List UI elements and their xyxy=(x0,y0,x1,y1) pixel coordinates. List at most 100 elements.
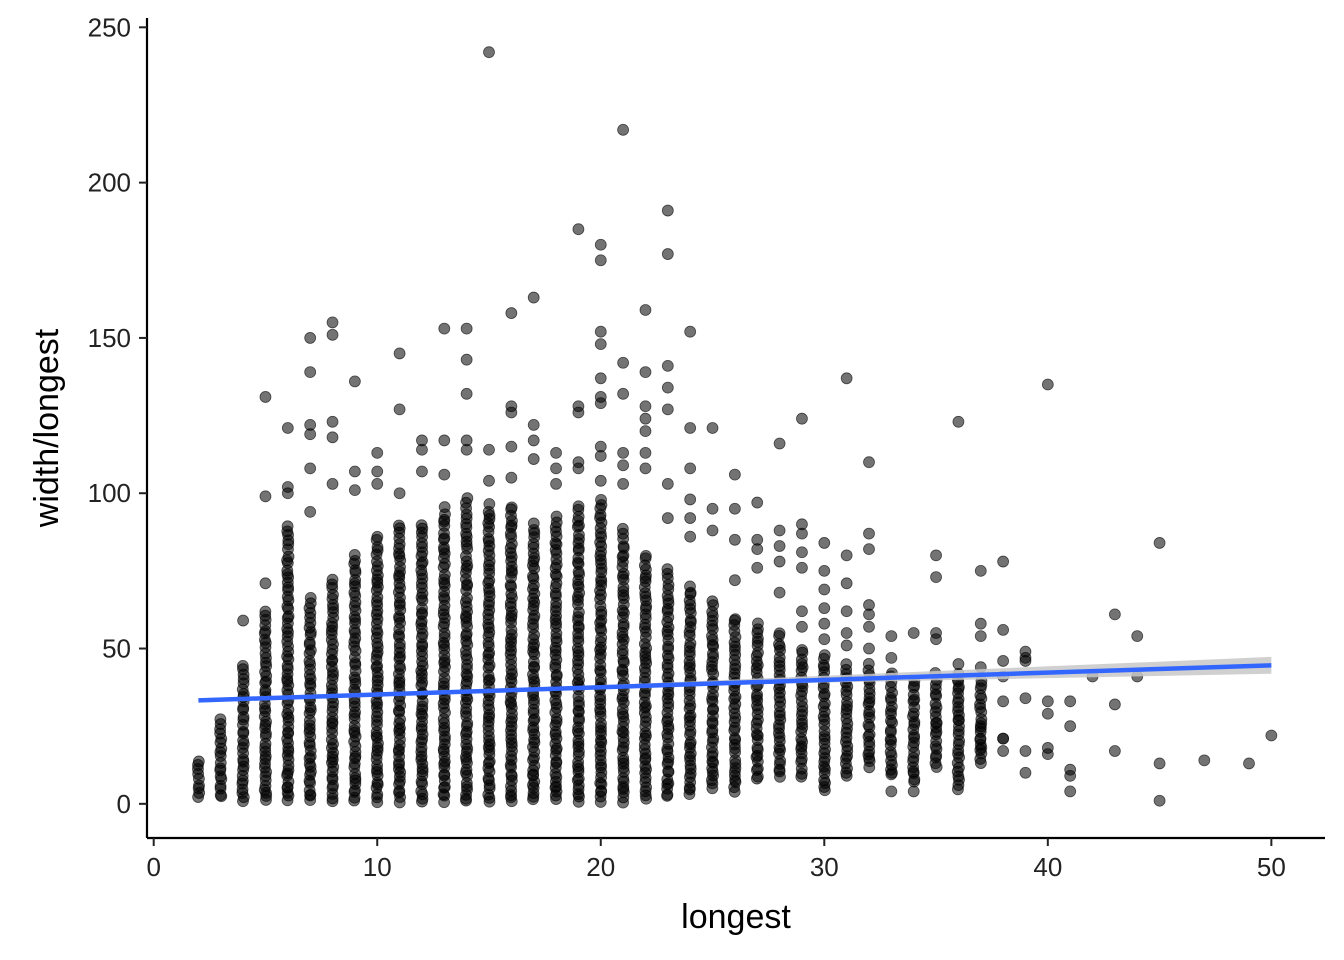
data-point xyxy=(639,366,652,378)
point-column xyxy=(817,649,831,797)
data-point xyxy=(639,446,652,459)
x-tick-label: 30 xyxy=(810,852,839,882)
data-point xyxy=(840,627,853,639)
data-point xyxy=(639,425,652,438)
data-point xyxy=(1131,630,1144,643)
x-tick-label: 50 xyxy=(1257,852,1286,882)
data-point xyxy=(1041,707,1054,720)
data-point xyxy=(997,555,1010,568)
data-point xyxy=(1019,692,1032,705)
data-point xyxy=(728,468,741,481)
data-point xyxy=(595,493,607,506)
data-point xyxy=(840,577,853,590)
data-point xyxy=(572,223,585,236)
data-point xyxy=(326,316,339,329)
data-point xyxy=(594,450,607,462)
data-point xyxy=(684,530,697,543)
data-point xyxy=(617,123,630,136)
point-column xyxy=(884,667,898,781)
data-point xyxy=(684,512,697,524)
data-point xyxy=(684,580,696,593)
data-point xyxy=(706,422,719,434)
data-point xyxy=(438,501,451,513)
data-point xyxy=(639,400,652,413)
point-column xyxy=(683,580,697,801)
data-point xyxy=(885,630,898,643)
point-column xyxy=(862,658,876,774)
data-point xyxy=(259,490,272,503)
point-column xyxy=(795,644,809,783)
point-column xyxy=(638,549,653,805)
data-point xyxy=(997,655,1010,667)
point-column xyxy=(392,519,407,809)
data-point xyxy=(1108,698,1121,711)
x-axis-ticks: 0 10 20 30 40 50 xyxy=(146,838,1286,882)
data-point xyxy=(818,602,831,615)
data-point xyxy=(550,478,562,490)
data-point xyxy=(326,431,339,444)
data-point xyxy=(952,415,965,428)
data-point xyxy=(818,537,831,549)
point-column xyxy=(750,617,764,785)
data-point xyxy=(796,527,808,540)
data-point xyxy=(550,462,562,475)
data-point xyxy=(416,465,428,478)
point-column xyxy=(460,492,474,807)
data-point xyxy=(818,649,831,662)
data-point xyxy=(371,446,384,459)
data-point xyxy=(818,633,831,646)
data-point xyxy=(661,381,674,394)
data-point xyxy=(863,543,875,556)
data-point xyxy=(304,505,317,518)
y-tick-label: 150 xyxy=(88,323,131,353)
data-point xyxy=(348,484,361,497)
point-column xyxy=(527,517,541,806)
data-point xyxy=(415,519,428,532)
point-column xyxy=(773,627,787,783)
data-point xyxy=(393,487,406,500)
data-point xyxy=(393,347,406,360)
data-point xyxy=(952,714,965,726)
data-point xyxy=(728,502,741,515)
data-point xyxy=(952,683,965,695)
data-point xyxy=(751,496,764,509)
data-point xyxy=(483,46,495,59)
data-point xyxy=(304,591,317,604)
data-point xyxy=(1019,655,1032,667)
y-tick-label: 100 xyxy=(88,478,131,508)
data-point xyxy=(773,524,786,537)
data-point xyxy=(572,406,585,419)
data-point xyxy=(818,583,831,596)
data-point xyxy=(460,322,473,335)
data-point xyxy=(773,627,786,640)
y-axis-ticks: 0 50 100 150 200 250 xyxy=(88,12,147,819)
data-point xyxy=(661,478,674,490)
data-point xyxy=(505,406,518,419)
data-point xyxy=(617,387,630,400)
data-point xyxy=(729,613,742,626)
data-point xyxy=(1064,785,1077,798)
data-point xyxy=(930,571,942,583)
data-point xyxy=(1153,794,1166,807)
point-column xyxy=(303,591,317,807)
data-point xyxy=(214,713,227,726)
data-point xyxy=(326,415,339,428)
data-point xyxy=(594,372,607,385)
data-point xyxy=(930,549,942,562)
data-point xyxy=(997,745,1010,757)
data-point xyxy=(728,574,741,587)
data-point xyxy=(706,502,719,515)
data-point xyxy=(1198,754,1211,767)
data-point xyxy=(527,291,540,304)
data-point xyxy=(1153,757,1166,770)
data-point xyxy=(773,540,786,552)
data-point xyxy=(483,443,495,456)
data-point xyxy=(952,658,965,670)
data-point xyxy=(505,501,518,514)
data-point xyxy=(1265,729,1278,742)
data-point xyxy=(348,549,361,561)
point-column xyxy=(258,605,273,806)
data-point xyxy=(773,437,786,450)
data-point xyxy=(818,617,831,630)
data-point xyxy=(483,498,496,510)
